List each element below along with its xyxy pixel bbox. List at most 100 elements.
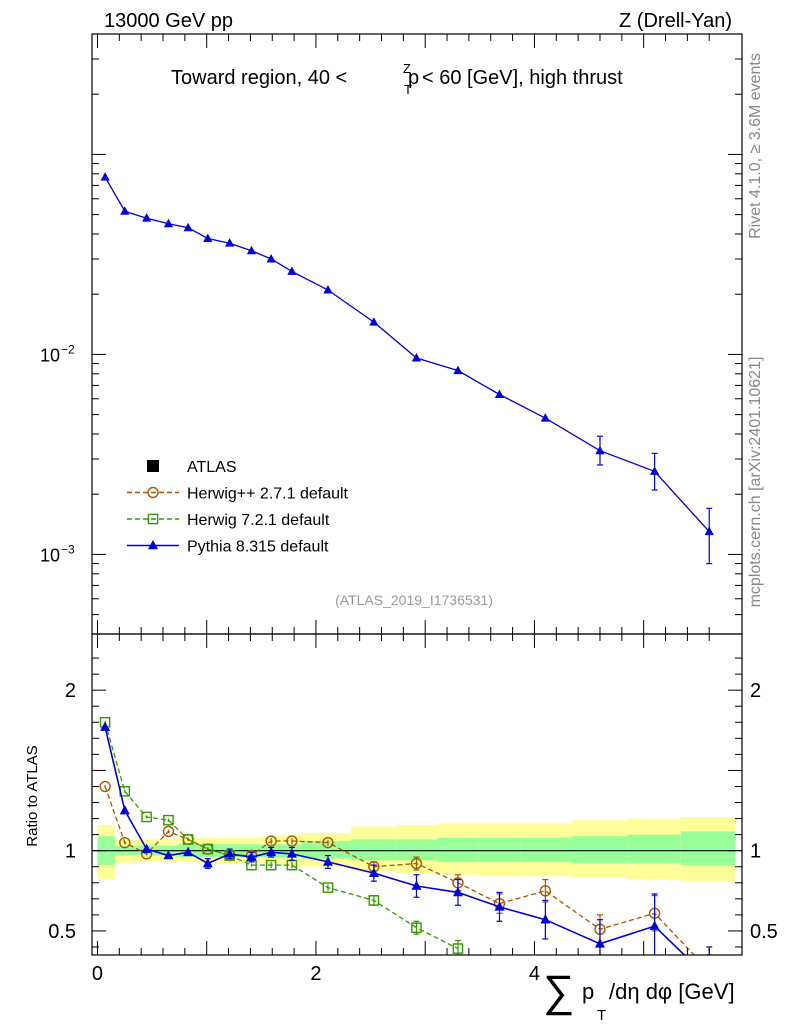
ratio-y-axis-label: Ratio to ATLAS [24, 745, 41, 846]
main-series-line [104, 176, 710, 533]
x-tick-label: 4 [529, 963, 540, 985]
title-superscript: Z [403, 61, 411, 76]
title-symbol-p: p [408, 67, 419, 89]
ratio-data-point [162, 825, 175, 838]
legend-label: Herwig 7.2.1 default [187, 512, 330, 529]
legend-label: ATLAS [187, 459, 237, 476]
main-data-point [203, 233, 213, 242]
ratio-data-point [410, 857, 423, 870]
legend-label: Pythia 8.315 default [187, 539, 329, 556]
ratio-data-point [452, 886, 463, 897]
svg-text:−2: −2 [61, 342, 75, 356]
legend: ATLAS Herwig++ 2.7.1 default Herwig 7.2.1 … [127, 459, 349, 556]
main-data-point [246, 245, 257, 255]
ratio-data-point [265, 859, 277, 871]
ratio-series-line [104, 786, 695, 955]
ratio-data-point [368, 895, 380, 906]
ratio-data-point [141, 843, 152, 853]
legend-item: Pythia 8.315 default [127, 539, 329, 556]
legend-item: Herwig++ 2.7.1 default [127, 486, 349, 503]
main-data-point [650, 466, 660, 475]
ratio-data-point [246, 851, 257, 861]
x-tick-labels: 0 2 4 [92, 963, 540, 985]
ratio-data-point [494, 901, 505, 911]
main-data-point [369, 317, 379, 326]
legend-marker [148, 540, 158, 550]
header-left-label: 13000 GeV pp [104, 10, 233, 32]
title-part-2: < 60 [GeV], high thrust [422, 67, 623, 89]
ratio-data-point [704, 966, 714, 976]
ratio-plot-area [99, 716, 714, 976]
main-data-point [540, 413, 550, 422]
main-data-point [323, 284, 333, 294]
axis-ticks [92, 33, 742, 955]
main-data-point [100, 172, 110, 181]
ratio-series-line [104, 722, 459, 950]
ratio-data-point [452, 943, 464, 954]
ratio-data-point [286, 835, 298, 847]
main-data-point [287, 266, 297, 275]
svg-text:10: 10 [40, 345, 60, 365]
ratio-y-tick-label-right: 0.5 [750, 921, 778, 943]
svg-text:p: p [582, 979, 594, 1004]
legend-marker [147, 460, 159, 472]
svg-text:−3: −3 [61, 542, 75, 556]
inner-uncertainty-band [350, 839, 397, 861]
ratio-data-point [183, 846, 194, 857]
ratio-data-point [265, 835, 277, 847]
ratio-y-tick-label-left: 2 [65, 680, 76, 702]
inner-uncertainty-band [520, 837, 572, 862]
main-data-point [163, 218, 174, 228]
ratio-y-tick-label-left: 0.5 [48, 921, 76, 943]
ratio-data-point [119, 805, 130, 815]
main-data-point [595, 445, 605, 455]
inner-uncertainty-band [571, 836, 628, 864]
ratio-data-point [411, 880, 422, 890]
ratio-data-point [100, 721, 111, 731]
main-title: Toward region, 40 < p Z T < 60 [GeV], hi… [171, 61, 623, 97]
main-data-point [411, 352, 422, 362]
title-subscript: T [404, 82, 412, 97]
main-data-point [142, 213, 152, 222]
svg-text:/dη dφ [GeV]: /dη dφ [GeV] [609, 979, 735, 1004]
header-right-label: Z (Drell-Yan) [619, 10, 732, 32]
inner-uncertainty-band [301, 841, 351, 859]
ratio-data-point [322, 836, 334, 849]
main-data-point [225, 238, 235, 247]
svg-text:T: T [597, 1007, 606, 1024]
inner-uncertainty-band [396, 839, 438, 861]
ratio-data-point [163, 849, 174, 860]
ratio-data-point [202, 843, 214, 855]
main-data-point [494, 389, 505, 399]
mcplots-label: mcplots.cern.ch [arXiv:2401.10621] [747, 357, 764, 608]
legend-label: Herwig++ 2.7.1 default [187, 486, 349, 503]
main-y-tick-label: 10 −3 [40, 542, 75, 565]
main-data-point [120, 206, 130, 215]
ratio-data-point [540, 914, 551, 924]
ratio-data-point [286, 848, 297, 858]
main-data-point [266, 253, 276, 263]
main-data-point [704, 526, 714, 536]
x-tick-label: 2 [310, 963, 321, 985]
watermark: (ATLAS_2019_I1736531) [335, 592, 493, 608]
inner-uncertainty-band [437, 837, 479, 862]
inner-uncertainty-band [680, 831, 736, 866]
ratio-data-point [202, 858, 213, 868]
ratio-data-point [119, 836, 131, 849]
ratio-frame [91, 633, 743, 956]
title-part-1: Toward region, 40 < [171, 67, 347, 89]
ratio-data-point [539, 885, 552, 897]
ratio-data-point [99, 780, 111, 793]
ratio-data-point [322, 856, 333, 866]
ratio-data-point [649, 920, 660, 930]
main-y-tick-labels: 10−2 10−3 [40, 342, 75, 565]
ratio-data-point [594, 938, 605, 948]
ratio-data-point [368, 867, 379, 877]
ratio-data-point [141, 811, 152, 823]
main-plot-area [100, 172, 714, 565]
ratio-data-point [322, 882, 334, 893]
legend-marker [147, 513, 159, 525]
inner-uncertainty-band [627, 834, 681, 864]
plot-frames [91, 33, 743, 956]
